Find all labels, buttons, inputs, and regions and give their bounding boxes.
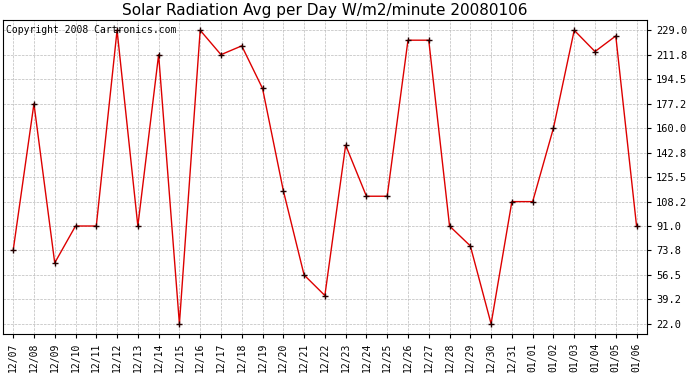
- Title: Solar Radiation Avg per Day W/m2/minute 20080106: Solar Radiation Avg per Day W/m2/minute …: [122, 3, 528, 18]
- Text: Copyright 2008 Cartronics.com: Copyright 2008 Cartronics.com: [6, 25, 177, 35]
